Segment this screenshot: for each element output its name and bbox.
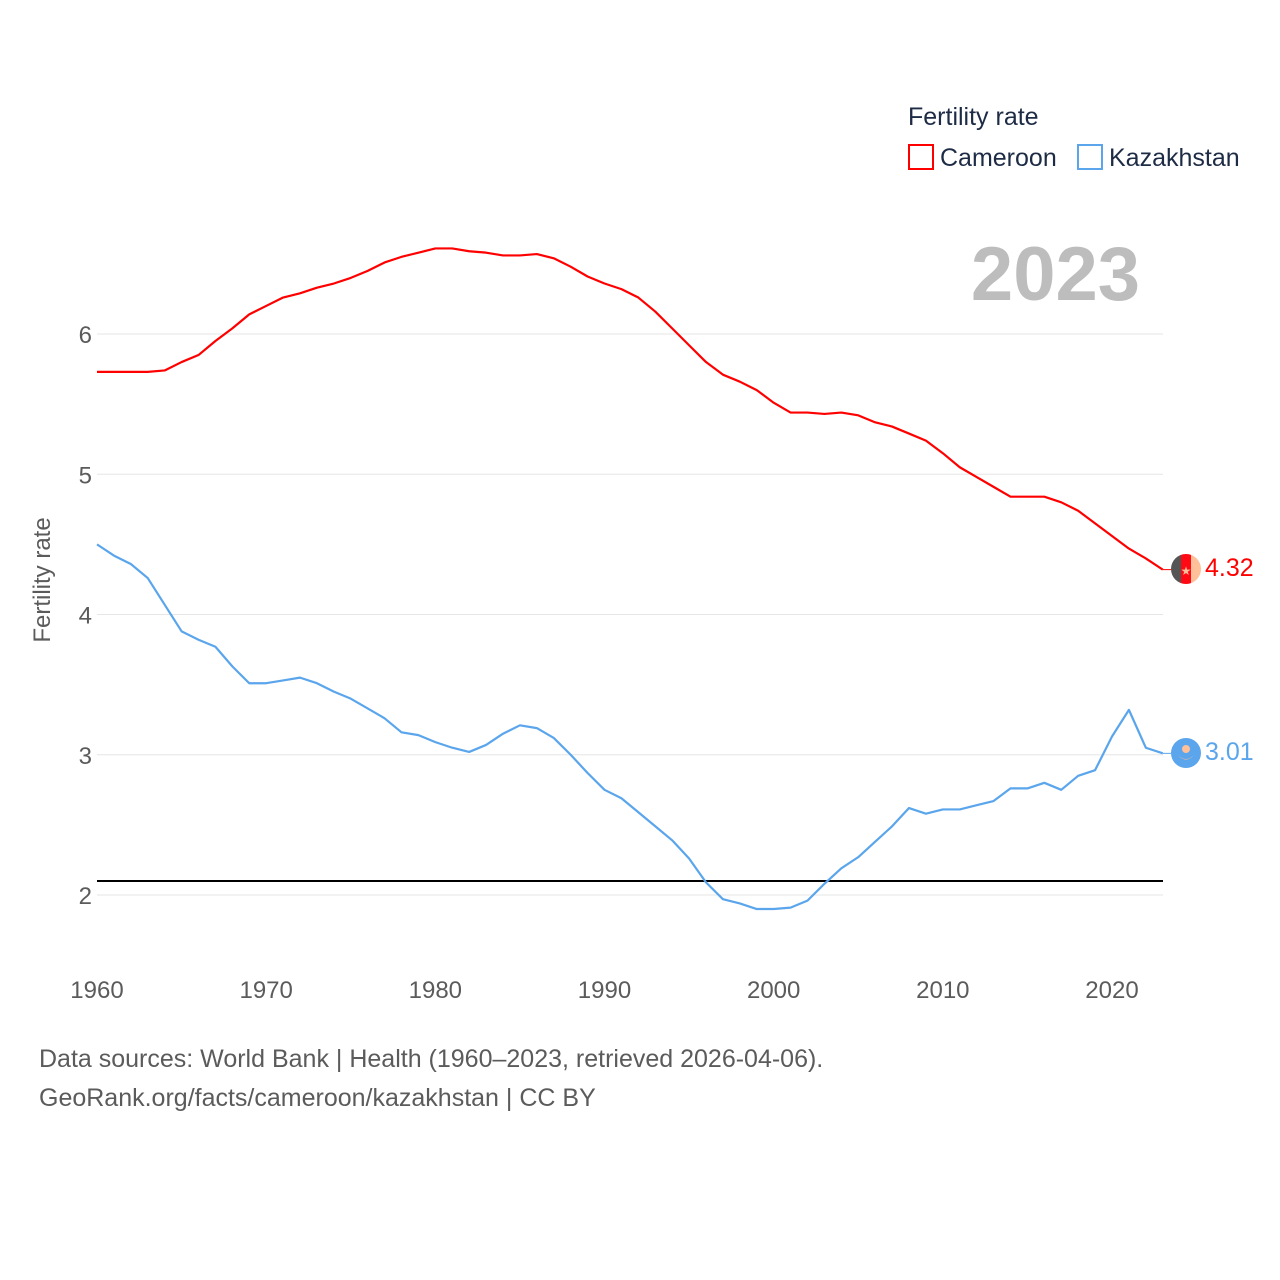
series-line-kazakhstan bbox=[96, 543, 1164, 911]
y-tick-label: 2 bbox=[79, 883, 92, 910]
legend-label-kazakhstan[interactable]: Kazakhstan bbox=[1109, 144, 1240, 172]
x-tick-label: 2020 bbox=[1085, 977, 1138, 1004]
legend-swatch-kazakhstan[interactable] bbox=[1077, 144, 1103, 170]
y-axis-label: Fertility rate bbox=[29, 517, 56, 642]
x-tick-label: 1960 bbox=[70, 977, 123, 1004]
series-line-cameroon bbox=[97, 247, 1164, 571]
credit-note: GeoRank.org/facts/cameroon/kazakhstan | … bbox=[39, 1084, 596, 1112]
source-note: Data sources: World Bank | Health (1960–… bbox=[39, 1045, 824, 1073]
legend-swatch-cameroon[interactable] bbox=[908, 144, 934, 170]
end-label-cameroon: 4.32 bbox=[1205, 554, 1254, 582]
y-tick-label: 4 bbox=[79, 603, 92, 630]
end-label-kazakhstan: 3.01 bbox=[1205, 738, 1254, 766]
legend-label-cameroon[interactable]: Cameroon bbox=[940, 144, 1057, 172]
y-tick-label: 6 bbox=[79, 322, 92, 349]
legend: Fertility rate Cameroon Kazakhstan bbox=[908, 103, 1240, 172]
y-tick-label: 5 bbox=[79, 462, 92, 489]
x-tick-label: 1990 bbox=[578, 977, 631, 1004]
year-label: 2023 bbox=[971, 232, 1140, 317]
series bbox=[96, 247, 1171, 911]
x-tick-label: 1970 bbox=[239, 977, 292, 1004]
cameroon-flag-icon: ★ bbox=[1171, 554, 1201, 584]
x-tick-label: 2000 bbox=[747, 977, 800, 1004]
x-tick-label: 2010 bbox=[916, 977, 969, 1004]
x-tick-label: 1980 bbox=[409, 977, 462, 1004]
legend-title: Fertility rate bbox=[908, 103, 1039, 131]
x-tick-labels: 1960 1970 1980 1990 2000 2010 2020 bbox=[70, 977, 1138, 1004]
grid bbox=[97, 333, 1163, 896]
y-tick-labels: 2 3 4 5 6 bbox=[79, 322, 92, 910]
kazakhstan-flag-icon bbox=[1171, 738, 1201, 768]
svg-text:★: ★ bbox=[1181, 564, 1192, 578]
y-tick-label: 3 bbox=[79, 743, 92, 770]
